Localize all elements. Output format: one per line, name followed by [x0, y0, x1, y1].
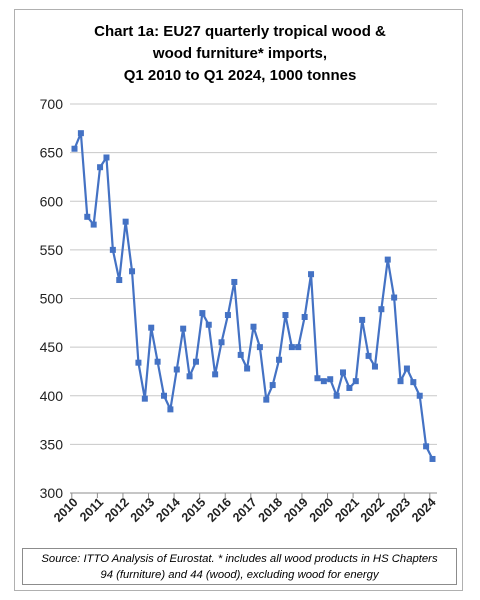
data-point	[378, 306, 385, 313]
data-point	[423, 443, 430, 450]
data-point	[256, 344, 263, 351]
source-note-line-1: Source: ITTO Analysis of Eurostat. * inc…	[41, 553, 438, 565]
data-point	[231, 278, 238, 285]
y-tick-label: 300	[40, 485, 64, 501]
data-point	[77, 130, 84, 137]
data-point	[269, 382, 276, 389]
data-point	[167, 406, 174, 413]
data-point	[205, 321, 212, 328]
data-point	[148, 324, 155, 331]
y-tick-label: 350	[40, 436, 64, 452]
data-point	[180, 325, 187, 332]
chart-title: Chart 1a: EU27 quarterly tropical wood &…	[20, 21, 460, 87]
data-point	[308, 271, 315, 278]
source-note: Source: ITTO Analysis of Eurostat. * inc…	[22, 548, 457, 585]
x-tick-label: 2024	[409, 495, 439, 525]
data-point	[276, 356, 283, 363]
x-tick-label: 2021	[332, 495, 362, 525]
data-point	[371, 363, 378, 370]
data-point	[192, 358, 199, 365]
data-point	[154, 358, 161, 365]
data-point	[295, 344, 302, 351]
data-point	[352, 378, 359, 385]
data-point	[71, 145, 78, 152]
data-point	[103, 154, 110, 161]
data-point	[263, 396, 270, 403]
x-tick-label: 2022	[358, 495, 388, 525]
data-point	[116, 277, 123, 284]
data-point	[129, 268, 136, 275]
y-tick-label: 700	[40, 96, 64, 112]
data-point	[186, 373, 193, 380]
data-point	[282, 312, 289, 319]
chart-frame	[14, 9, 463, 591]
x-tick-label: 2023	[383, 495, 413, 525]
data-point	[384, 256, 391, 263]
x-tick-label: 2019	[281, 495, 311, 525]
data-point	[403, 365, 410, 372]
x-tick-label: 2016	[204, 495, 234, 525]
data-point	[224, 312, 231, 319]
data-point	[141, 395, 148, 402]
data-point	[327, 376, 334, 383]
data-point	[320, 378, 327, 385]
data-point	[237, 351, 244, 358]
data-point	[410, 379, 417, 386]
data-point	[397, 378, 404, 385]
data-point	[173, 366, 180, 373]
data-point	[416, 392, 423, 399]
data-point	[333, 392, 340, 399]
chart-title-line-3: Q1 2010 to Q1 2024, 1000 tonnes	[123, 67, 357, 84]
x-tick-label: 2017	[230, 495, 260, 525]
data-point	[161, 392, 167, 399]
data-point	[359, 316, 366, 323]
data-point	[429, 455, 436, 462]
data-point	[301, 313, 308, 320]
x-tick-label: 2011	[77, 495, 106, 524]
data-point	[250, 323, 257, 330]
data-point	[365, 352, 372, 359]
data-point	[244, 365, 251, 372]
data-point	[84, 213, 91, 220]
x-tick-label: 2012	[102, 495, 132, 525]
chart-title-line-1: Chart 1a: EU27 quarterly tropical wood &	[94, 23, 386, 40]
data-point	[212, 371, 219, 378]
y-tick-label: 500	[40, 291, 64, 307]
y-tick-label: 450	[40, 339, 64, 355]
data-point	[346, 384, 353, 391]
y-tick-label: 650	[40, 145, 64, 161]
data-point	[314, 375, 321, 382]
data-point	[109, 246, 116, 253]
data-point	[135, 359, 142, 366]
y-tick-label: 600	[40, 193, 64, 209]
data-point	[90, 221, 97, 228]
source-note-line-2: 94 (furniture) and 44 (wood), excluding …	[100, 569, 379, 581]
data-point	[97, 164, 104, 171]
data-point	[199, 310, 206, 317]
x-tick-label: 2015	[179, 495, 209, 525]
data-point	[340, 369, 346, 376]
data-point	[288, 344, 295, 351]
data-point	[218, 339, 225, 346]
chart-title-line-2: wood furniture* imports,	[152, 45, 328, 62]
x-tick-label: 2020	[307, 495, 337, 525]
data-point	[391, 294, 398, 301]
x-tick-label: 2013	[128, 495, 158, 525]
series-line	[73, 132, 434, 460]
x-tick-label: 2014	[153, 495, 183, 525]
x-tick-label: 2018	[256, 495, 286, 525]
y-tick-label: 550	[40, 242, 64, 258]
data-point	[122, 218, 129, 225]
y-tick-label: 400	[40, 388, 64, 404]
